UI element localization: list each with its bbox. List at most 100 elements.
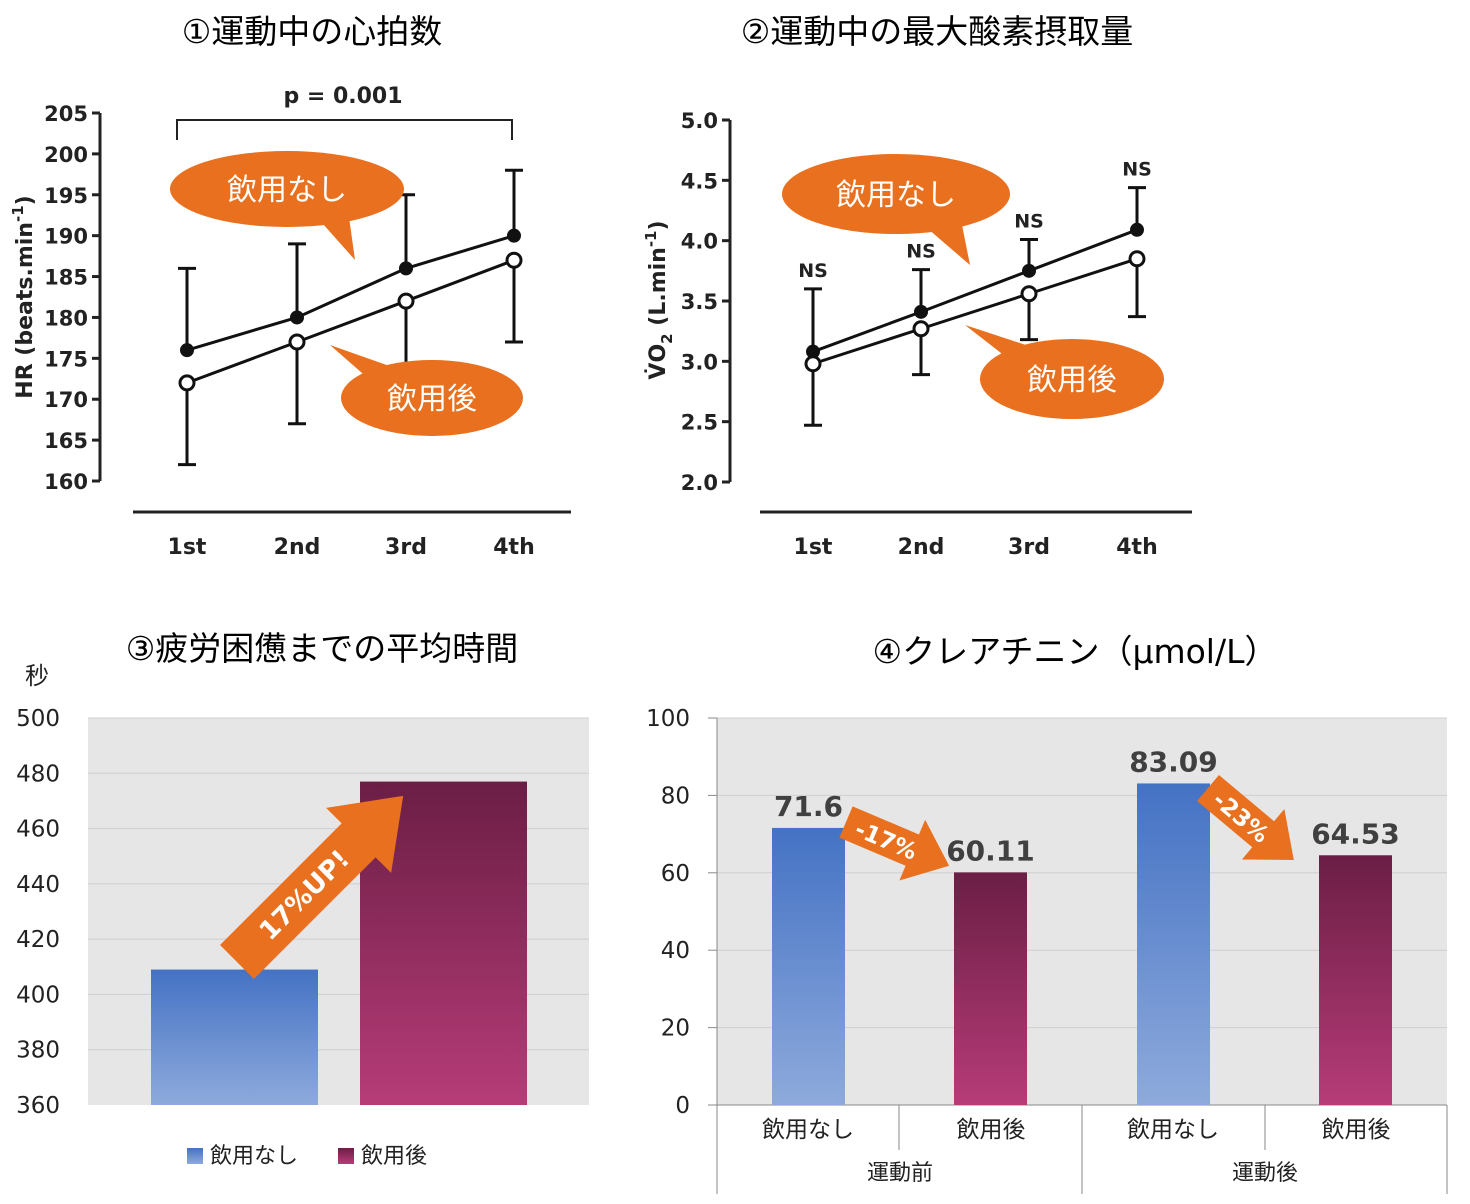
y-tick-label: 170 (44, 388, 88, 412)
x-tick-label: 1st (168, 535, 207, 560)
y-tick-label: 20 (661, 1016, 690, 1042)
point-no-drink (1130, 222, 1144, 237)
callout-bubble (341, 360, 523, 436)
series-line-no-drink (812, 228, 1138, 354)
y-tick-label: 175 (44, 347, 88, 371)
arrow-shape (220, 795, 404, 979)
callout-tail (920, 215, 970, 265)
ns-label: NS (798, 260, 828, 282)
x-group-label: 運動前 (867, 1161, 933, 1186)
point-after-drink (804, 355, 822, 373)
y-tick-label: 200 (44, 143, 88, 167)
heart-rate-chart: ①運動中の心拍数 1601651701751801851901952002051… (9, 12, 571, 560)
callout-no-drink: 飲用なし (782, 154, 1010, 265)
y-tick-label: 80 (661, 783, 690, 809)
x-category-label: 飲用後 (957, 1117, 1026, 1143)
time-to-exhaustion-chart: ③疲労困憊までの平均時間 秒 360380400420440460480500 … (16, 629, 589, 1169)
chart1-axes: 160 165 170 175 180 185 190 195 200 205 1st 2nd 3rd 4… (44, 102, 571, 560)
y-tick-label: 40 (661, 938, 690, 964)
chart3-legend: 飲用なし 飲用後 (187, 1144, 427, 1169)
point-after-drink (505, 251, 523, 269)
chart2-axes: 2.0 2.5 3.0 3.5 4.0 4.5 5.0 1st 2nd 3rd 4th (681, 109, 1192, 560)
point-no-drink (507, 228, 521, 243)
y-tick-label: 2.5 (681, 411, 718, 435)
legend-label-after-drink: 飲用後 (361, 1144, 427, 1169)
legend-swatch-no-drink (187, 1148, 203, 1164)
y-tick-label: 5.0 (681, 109, 718, 133)
point-no-drink (914, 304, 928, 319)
series-line-no-drink (186, 234, 515, 352)
y-tick-label: 205 (44, 102, 88, 126)
callout-text: 飲用後 (1027, 363, 1117, 398)
y-tick-label: 185 (44, 266, 88, 290)
point-no-drink (399, 261, 413, 276)
x-category-label: 飲用なし (1127, 1117, 1219, 1143)
callout-no-drink: 飲用なし (170, 151, 404, 260)
series-line-after-drink (812, 257, 1138, 366)
callout-after-drink: 飲用後 (330, 345, 523, 436)
ns-label: NS (1122, 159, 1152, 181)
chart1-significance-label: p = 0.001 (283, 84, 402, 109)
callout-tail (965, 325, 1035, 360)
arrow-shape (839, 806, 950, 881)
x-category-label: 飲用なし (762, 1117, 854, 1143)
bar-no-drink (772, 827, 845, 1105)
point-after-drink (397, 292, 415, 310)
x-tick-label: 4th (1116, 535, 1158, 560)
chart2-title: ②運動中の最大酸素摂取量 (741, 12, 1134, 51)
y-tick-label: 3.5 (681, 290, 718, 314)
point-after-drink (912, 320, 930, 338)
chart4-title: ④クレアチニン（μmol/L） (873, 632, 1278, 671)
x-tick-label: 1st (794, 535, 833, 560)
y-tick-label: 165 (44, 429, 88, 453)
y-tick-label: 4.0 (681, 230, 718, 254)
x-tick-label: 4th (493, 535, 535, 560)
point-after-drink (288, 333, 306, 351)
vo2-max-chart: ②運動中の最大酸素摂取量 2.0 2.5 3.0 3.5 4.0 4.5 5.0 1st 2nd… (642, 12, 1192, 560)
bar-after-drink (954, 872, 1027, 1105)
y-tick-label: 180 (44, 306, 88, 330)
x-tick-label: 3rd (385, 535, 427, 560)
x-tick-label: 2nd (274, 535, 321, 560)
callout-text: 飲用後 (387, 382, 477, 417)
arrow-shape (1197, 774, 1294, 860)
chart2-y-axis-label: V̇O2 (L.min-1) (642, 220, 676, 379)
y-tick-label: 360 (16, 1093, 60, 1119)
x-group-label: 運動後 (1232, 1161, 1298, 1186)
y-tick-label: 440 (16, 872, 60, 898)
point-after-drink (178, 374, 196, 392)
y-tick-label: 195 (44, 184, 88, 208)
callout-bubble (980, 339, 1164, 419)
bar-value-label: 71.6 (774, 790, 843, 823)
y-tick-label: 2.0 (681, 471, 718, 495)
chart3-axes: 360 380 400 420 440 460 480 500 (16, 706, 60, 1119)
y-tick-label: 100 (646, 706, 690, 732)
y-tick-label: 400 (16, 982, 60, 1008)
bar-value-label: 64.53 (1311, 817, 1400, 850)
y-tick-label: 3.0 (681, 350, 718, 374)
bar-no-drink (151, 969, 318, 1105)
bar-value-label: 83.09 (1129, 745, 1218, 778)
point-no-drink (180, 343, 194, 358)
point-after-drink (1020, 285, 1038, 303)
legend-swatch-after-drink (338, 1148, 354, 1164)
callout-text: 飲用なし (836, 178, 956, 213)
creatinine-chart: ④クレアチニン（μmol/L） 0 20 40 60 80 100 飲用なし 飲用後 飲用なし 飲… (646, 632, 1448, 1194)
y-tick-label: 500 (16, 706, 60, 732)
y-tick-label: 0 (675, 1093, 690, 1119)
y-tick-label: 4.5 (681, 169, 718, 193)
callout-tail (330, 345, 395, 380)
chart1-y-axis-label: HR (beats.min-1) (9, 195, 38, 398)
y-tick-label: 60 (661, 861, 690, 887)
x-category-label: 飲用後 (1322, 1117, 1391, 1143)
x-tick-label: 3rd (1008, 535, 1050, 560)
point-after-drink (1128, 250, 1146, 268)
significance-bracket (176, 119, 513, 140)
y-tick-label: 160 (44, 470, 88, 494)
chart3-title: ③疲労困憊までの平均時間 (126, 629, 519, 668)
point-no-drink (806, 344, 820, 359)
